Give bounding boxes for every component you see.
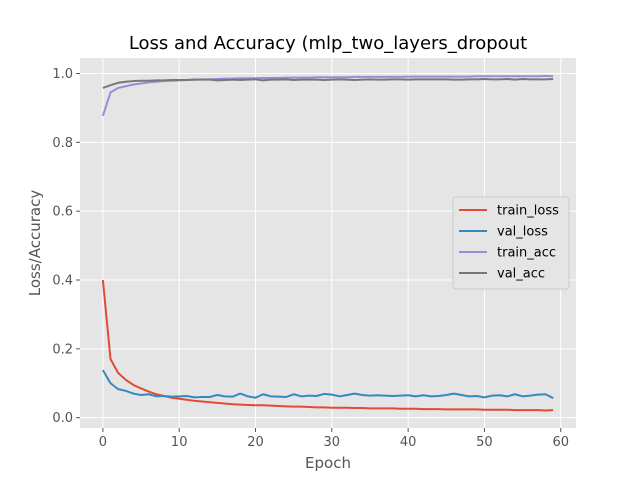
series-line-val-loss	[102, 369, 554, 399]
y-tick-label: 0.4	[52, 274, 73, 289]
x-tick-label: 30	[324, 435, 341, 450]
x-axis-ticks: 0 10 20 30 40 50 60	[99, 428, 569, 450]
y-tick-label: 0.2	[52, 342, 73, 357]
series-lines	[101, 74, 554, 412]
legend-label: val_loss	[497, 225, 548, 240]
legend-label: train_acc	[497, 246, 556, 261]
x-tick-label: 10	[171, 435, 188, 450]
x-tick-label: 20	[247, 435, 264, 450]
chart-title: Loss and Accuracy (mlp_two_layers_dropou…	[129, 33, 527, 54]
x-tick-label: 40	[400, 435, 417, 450]
y-tick-label: 0.0	[52, 411, 73, 426]
y-tick-label: 1.0	[52, 67, 73, 82]
legend: train_loss val_loss train_acc val_acc	[452, 196, 570, 290]
y-tick-label: 0.6	[52, 205, 73, 220]
x-tick-label: 50	[476, 435, 493, 450]
x-axis-label: Epoch	[305, 454, 351, 472]
x-tick-label: 60	[552, 435, 569, 450]
series-line-val-acc	[102, 78, 554, 89]
legend-box	[452, 196, 570, 290]
y-axis-ticks: 0.0 0.2 0.4 0.6 0.8 1.0	[52, 67, 80, 426]
x-tick-label: 0	[99, 435, 107, 450]
y-axis-label: Loss/Accuracy	[26, 190, 44, 297]
y-tick-label: 0.8	[52, 136, 73, 151]
legend-label: val_acc	[497, 267, 545, 282]
series-line-train-loss	[101, 279, 554, 412]
legend-label: train_loss	[497, 204, 559, 219]
